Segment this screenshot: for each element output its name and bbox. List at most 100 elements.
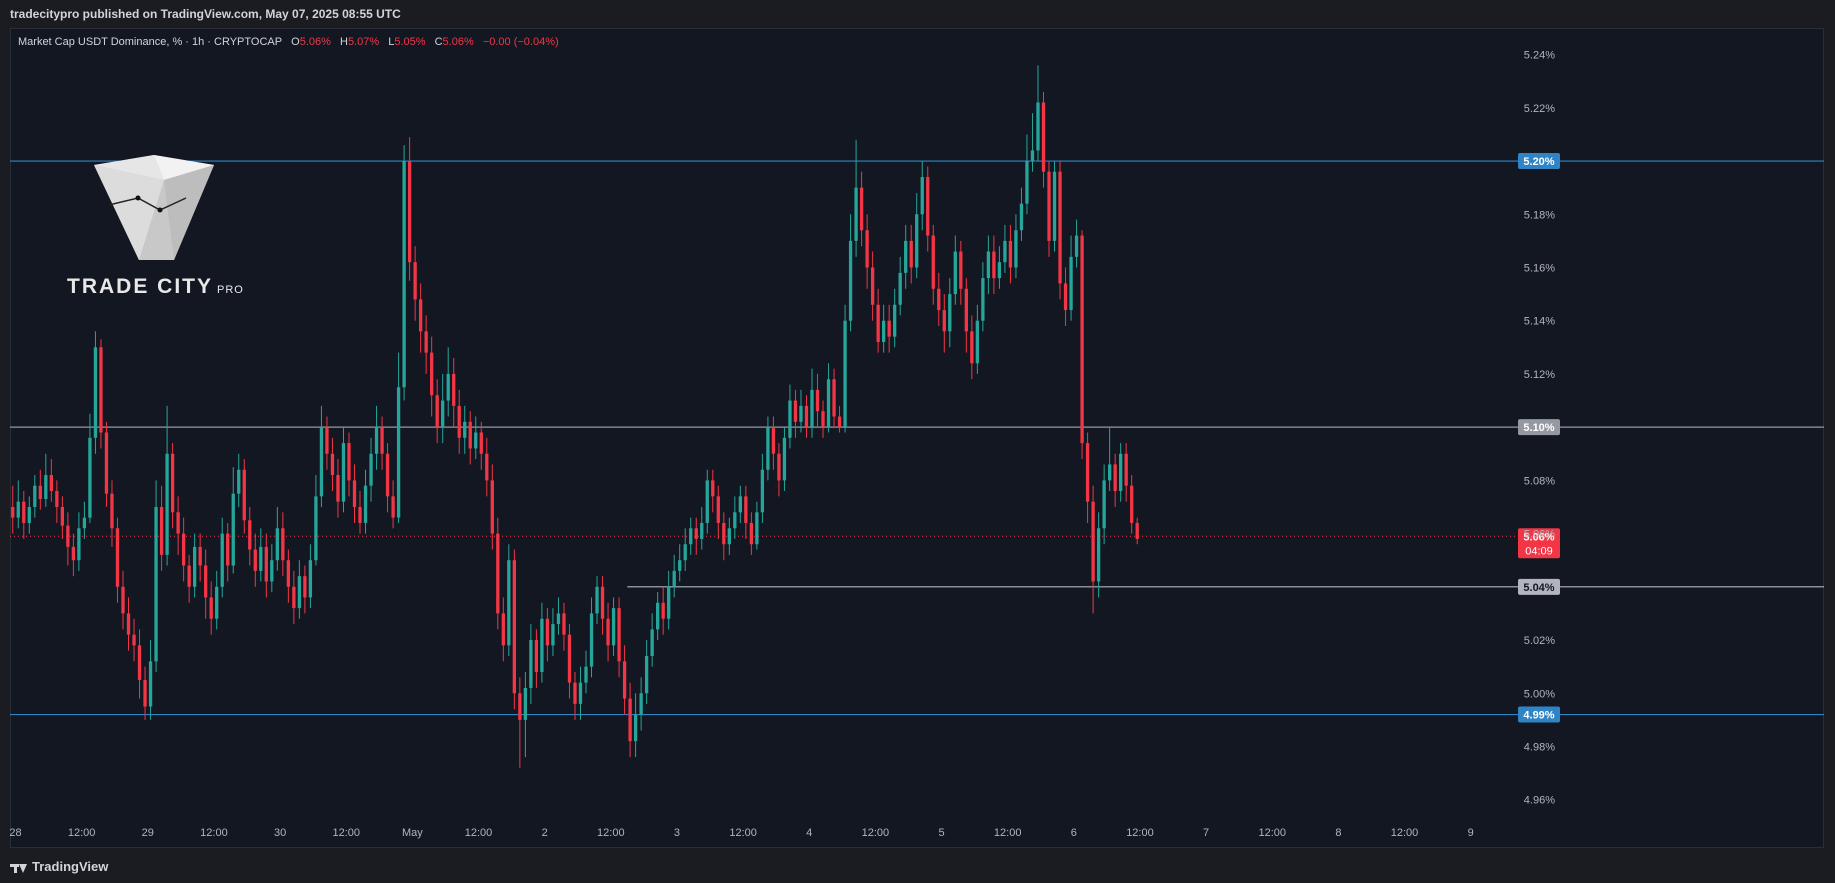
x-tick-label: 7 — [1203, 827, 1209, 839]
countdown-label: 04:09 — [1525, 545, 1553, 557]
chart-legend: Market Cap USDT Dominance, % · 1h · CRYP… — [18, 36, 559, 48]
candle-body — [545, 618, 550, 646]
trade-city-wordmark: TRADE CITY PRO — [67, 275, 244, 299]
y-tick-label: 5.08% — [1524, 475, 1555, 487]
candle-body — [385, 453, 390, 497]
candle-body — [27, 506, 31, 523]
candle-body — [1102, 480, 1106, 529]
x-tick-label: 9 — [1468, 827, 1474, 839]
candle-body — [705, 480, 709, 523]
candle-body — [804, 405, 809, 428]
y-tick-label: 5.24% — [1524, 50, 1555, 62]
candle-body — [512, 560, 517, 694]
candle-body — [314, 496, 318, 561]
candle-body — [270, 560, 274, 582]
candle-body — [656, 602, 660, 630]
candlestick-chart[interactable]: 5.20% 5.10% 5.04% 4.99% 5.06% 04:09 5.24% 5.22… — [10, 28, 1824, 848]
x-tick-label: 12:00 — [597, 827, 625, 839]
candle-body — [975, 320, 980, 364]
x-tick-label: 30 — [274, 827, 286, 839]
level-badge — [1518, 153, 1560, 170]
candle-body — [220, 533, 224, 587]
candle-body — [898, 272, 902, 305]
candle-body — [148, 661, 153, 707]
x-tick-label: 12:00 — [994, 827, 1022, 839]
candle-body — [1036, 102, 1040, 151]
candle-body — [430, 352, 434, 396]
candle-body — [992, 251, 996, 279]
candle-body — [661, 602, 665, 619]
candle-body — [584, 666, 588, 683]
tradingview-logo[interactable]: TradingView — [10, 859, 108, 874]
candle-body — [352, 480, 357, 507]
x-tick-label: 4 — [806, 827, 812, 839]
top-bar: tradecitypro published on TradingView.co… — [0, 0, 1835, 28]
candle-body — [633, 714, 638, 742]
candle-body — [44, 475, 48, 499]
candle-body — [600, 586, 605, 619]
candle-body — [187, 565, 191, 587]
candle-body — [374, 427, 379, 454]
candle-body — [942, 310, 946, 332]
x-tick-label: 12:00 — [332, 827, 360, 839]
candle-body — [297, 576, 302, 609]
candle-body — [402, 161, 406, 388]
candle-body — [82, 517, 87, 529]
candle-body — [93, 347, 98, 438]
x-tick-label: 8 — [1335, 827, 1341, 839]
candle-body — [11, 506, 15, 518]
candle-body — [479, 432, 483, 454]
candle-body — [181, 533, 186, 566]
candle-body — [865, 230, 869, 268]
low-label: L — [388, 36, 395, 48]
candle-body — [1058, 171, 1062, 284]
candle-body — [441, 400, 445, 428]
candle-body — [358, 506, 362, 523]
candle-body — [407, 161, 412, 263]
candle-body — [496, 533, 500, 614]
candle-body — [793, 400, 798, 422]
candle-body — [1135, 522, 1139, 539]
candle-body — [154, 506, 158, 662]
trade-city-logo — [94, 155, 214, 260]
candle-body — [1091, 501, 1095, 582]
candle-body — [970, 331, 974, 364]
candle-body — [644, 656, 649, 694]
candle-body — [617, 608, 621, 662]
candle-body — [226, 533, 230, 566]
candle-body — [170, 453, 175, 513]
candle-body — [771, 427, 776, 454]
candle-body — [672, 570, 676, 587]
candle-body — [16, 501, 20, 518]
candle-body — [104, 432, 109, 494]
candle-body — [1025, 161, 1029, 204]
candle-body — [837, 416, 842, 428]
level-label: 5.20% — [1523, 156, 1554, 168]
high-label: H — [339, 36, 348, 48]
candle-body — [622, 661, 627, 699]
candle-body — [176, 512, 180, 534]
candle-body — [744, 496, 748, 523]
candle-body — [881, 320, 886, 342]
y-tick-label: 5.12% — [1524, 369, 1555, 381]
candle-body — [870, 267, 875, 305]
candle-body — [264, 546, 268, 582]
candles-layer — [11, 65, 1139, 768]
candle-body — [132, 634, 136, 646]
candle-body — [518, 693, 522, 720]
low-value: 5.05% — [394, 36, 426, 48]
candle-body — [782, 437, 787, 481]
symbol-info[interactable]: Market Cap USDT Dominance, % · 1h · CRYP… — [18, 36, 283, 48]
candle-body — [115, 528, 120, 587]
candle-body — [292, 586, 296, 609]
candle-body — [192, 546, 197, 587]
x-tick-label: 12:00 — [465, 827, 493, 839]
level-label: 5.04% — [1523, 582, 1554, 594]
close-value: 5.06% — [442, 36, 474, 48]
candle-body — [325, 427, 329, 454]
candle-body — [760, 469, 765, 513]
candle-body — [578, 682, 583, 704]
candle-body — [66, 525, 70, 547]
high-value: 5.07% — [347, 36, 380, 48]
candle-body — [1063, 283, 1068, 311]
